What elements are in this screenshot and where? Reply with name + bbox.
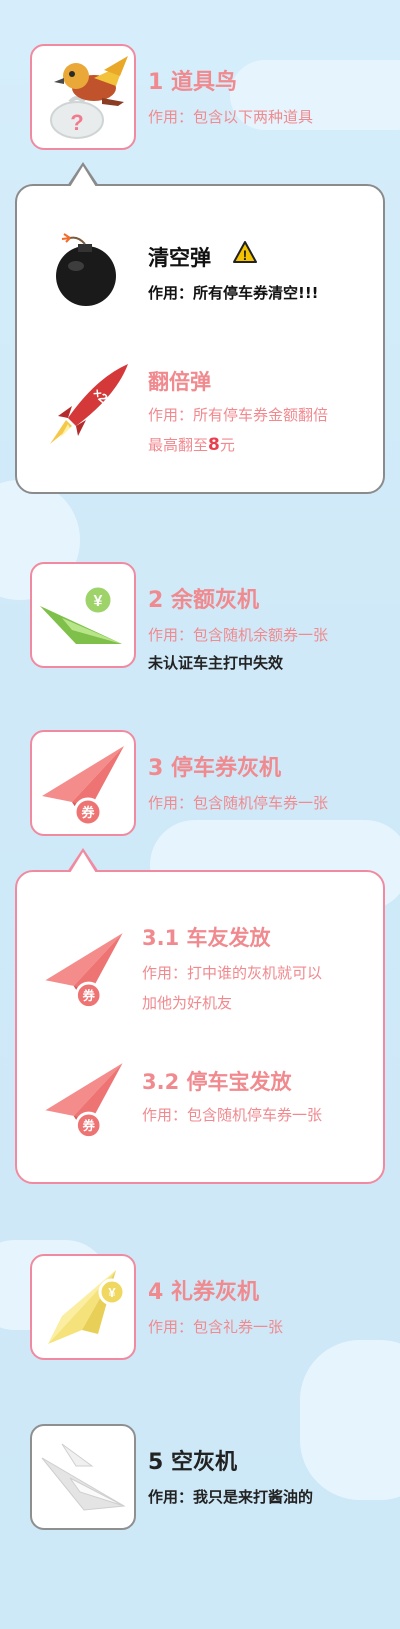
red-plane-icon: 券 (45, 933, 123, 1009)
svg-text:¥: ¥ (108, 1285, 116, 1300)
item-description: 作用：包含随机余额券一张 (148, 626, 329, 644)
green-plane-icon: ¥ (40, 584, 122, 644)
coupon-source-description: 作用：包含随机停车券一张 (142, 1106, 323, 1124)
svg-text:券: 券 (82, 988, 96, 1003)
svg-text:?: ? (70, 110, 83, 135)
item-description: 作用：包含以下两种道具 (148, 108, 314, 126)
rocket-icon: ×2 (50, 364, 128, 444)
item-title: 5 空灰机 (148, 1450, 237, 1475)
bubble-tail-fill (70, 852, 96, 873)
bird-icon: ? (50, 56, 128, 139)
coupon-source-description-2: 加他为好机友 (142, 994, 233, 1012)
item-note: 未认证车主打中失效 (148, 654, 284, 672)
white-plane-icon (41, 1443, 126, 1511)
prop-description: 作用：所有停车券金额翻倍 (148, 406, 329, 424)
prop-title: 翻倍弹 (148, 370, 211, 394)
coupon-source-title: 3.2 停车宝发放 (142, 1070, 292, 1094)
balance-plane-card[interactable]: ¥ (30, 562, 136, 668)
gift-plane-card[interactable]: ¥ (30, 1254, 136, 1360)
prop-description-max: 最高翻至8元 (148, 435, 235, 455)
svg-text:×2: ×2 (90, 385, 111, 406)
svg-text:券: 券 (82, 1118, 96, 1133)
item-description: 作用：包含随机停车券一张 (148, 794, 329, 812)
prop-title: 清空弹 (148, 246, 211, 270)
coupon-source-title: 3.1 车友发放 (142, 926, 271, 950)
prop-description: 作用：所有停车券清空!!! (148, 284, 319, 302)
item-description: 作用：我只是来打酱油的 (148, 1488, 314, 1506)
item-title: 2 余额灰机 (148, 588, 259, 613)
item-title: 1 道具鸟 (148, 70, 237, 95)
item-description: 作用：包含礼券一张 (148, 1318, 284, 1336)
svg-text:券: 券 (80, 805, 95, 820)
red-plane-icon: 券 (42, 746, 124, 827)
yellow-plane-icon: ¥ (48, 1270, 126, 1344)
warning-icon: ! (233, 241, 257, 263)
bomb-icon (56, 233, 116, 306)
coupon-plane-card[interactable]: 券 (30, 730, 136, 836)
red-plane-icon: 券 (45, 1063, 123, 1139)
bubble-tail-fill (70, 166, 96, 187)
svg-text:!: ! (243, 247, 248, 263)
item-title: 3 停车券灰机 (148, 756, 281, 781)
background-cloud (300, 1340, 400, 1500)
coupon-source-description: 作用：打中谁的灰机就可以 (142, 964, 323, 982)
empty-plane-card[interactable] (30, 1424, 136, 1530)
prop-list-bubble (15, 184, 385, 494)
background-cloud (230, 60, 400, 130)
svg-text:¥: ¥ (94, 593, 103, 610)
prop-bird-card[interactable]: ? (30, 44, 136, 150)
item-title: 4 礼券灰机 (148, 1280, 259, 1305)
